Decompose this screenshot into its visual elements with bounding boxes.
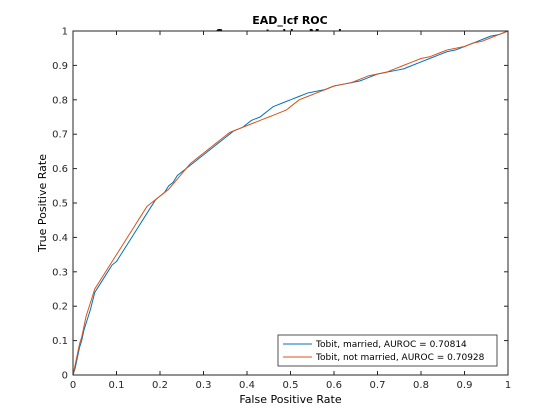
y-tick-label: 0.3 [52,267,68,278]
x-tick-label: 0.7 [370,380,386,391]
plot-area [73,31,508,375]
x-tick-label: 0.8 [413,380,429,391]
y-tick-label: 0.8 [52,95,68,106]
y-tick-label: 0.1 [52,336,68,347]
y-axis-ticks: 0 0.1 0.2 0.3 0.4 0.5 0.6 0.7 0.8 0.9 1 [52,27,508,382]
legend: Tobit, married, AUROC = 0.70814 Tobit, n… [277,334,498,367]
y-tick-label: 0.2 [52,302,68,313]
y-axis-label: True Positive Rate [36,154,49,253]
x-tick-label: 0.9 [457,380,473,391]
y-tick-label: 0 [62,371,68,382]
y-tick-label: 0.5 [52,199,68,210]
legend-label-not-married: Tobit, not married, AUROC = 0.70928 [315,353,485,363]
x-tick-label: 0.6 [326,380,342,391]
series-line-not-married [72,30,509,376]
legend-box [277,334,498,367]
y-tick-label: 1 [62,27,68,38]
y-tick-label: 0.9 [52,61,68,72]
x-tick-label: 1 [505,380,511,391]
x-tick-label: 0.1 [109,380,125,391]
x-tick-label: 0.4 [239,380,255,391]
x-axis-ticks: 0 0.1 0.2 0.3 0.4 0.5 0.6 0.7 0.8 0.9 1 [70,31,511,391]
y-tick-label: 0.7 [52,130,68,141]
series-line-married [72,30,509,376]
series-layer [72,30,509,376]
x-tick-label: 0 [70,380,76,391]
x-tick-label: 0.3 [196,380,212,391]
chart-title: EAD_lcf ROC [252,14,327,27]
legend-label-married: Tobit, married, AUROC = 0.70814 [315,340,467,350]
y-tick-label: 0.4 [52,233,68,244]
x-axis-label: False Positive Rate [239,393,341,406]
y-tick-label: 0.6 [52,164,68,175]
x-tick-label: 0.5 [283,380,299,391]
x-tick-label: 0.2 [152,380,168,391]
